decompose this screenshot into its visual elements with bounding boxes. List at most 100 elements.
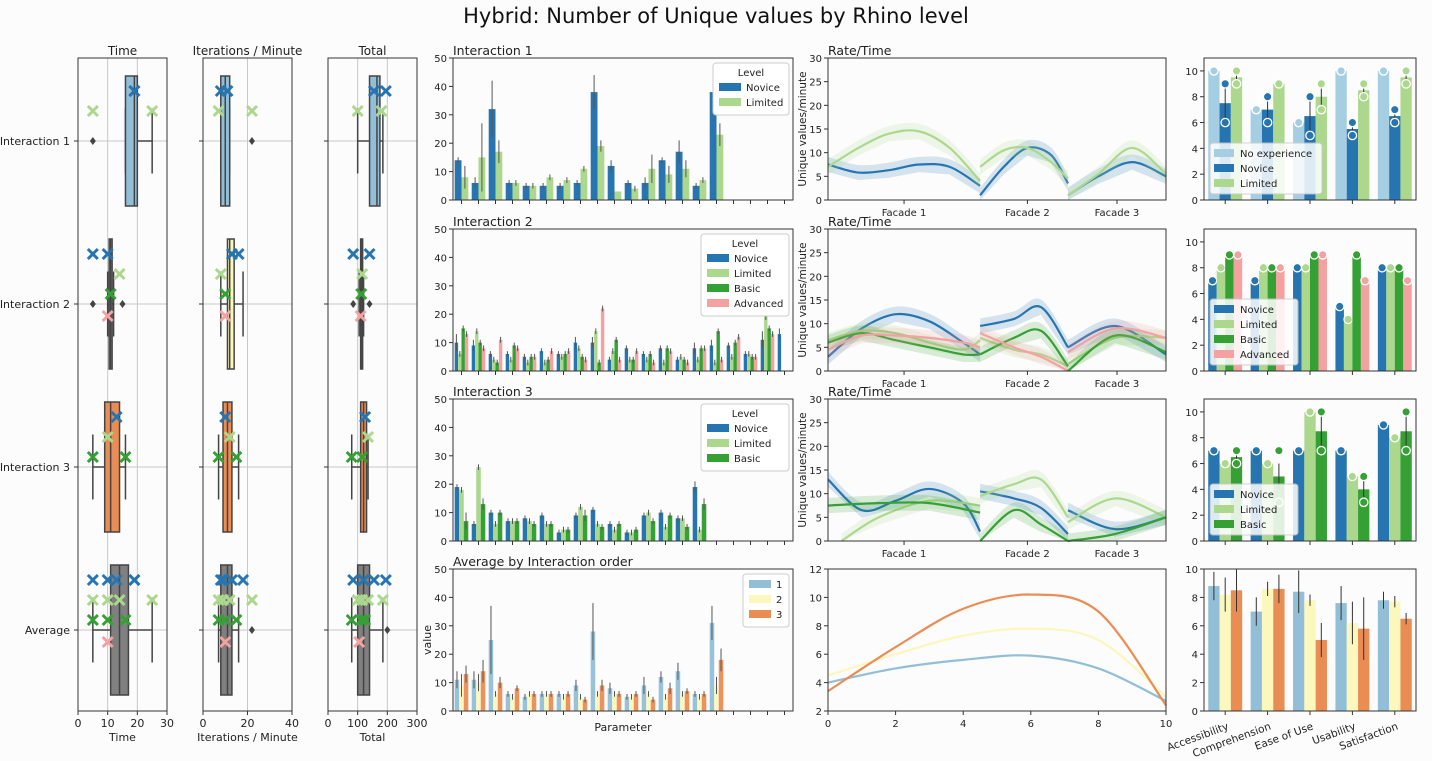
box-time-flier [89, 300, 96, 308]
rate-1-ytick-label: 15 [809, 125, 822, 136]
bar-avg-bar [599, 685, 605, 711]
box-ipm-point-basic [212, 450, 225, 464]
bar-avg-bar [607, 688, 613, 711]
bar-avg-bar [488, 640, 494, 711]
survey-3-dot [1401, 407, 1411, 417]
survey-2-legend-swatch [1214, 305, 1234, 313]
bar-avg-bar [522, 696, 528, 711]
box-total-point-basic [356, 450, 369, 464]
rate-3-line-limited [840, 499, 981, 542]
box-ipm-point-limited [245, 104, 259, 118]
bar-i3-legend-swatch [707, 424, 729, 432]
rate-3-ci-band [980, 483, 1068, 541]
survey-2-dot [1309, 249, 1320, 260]
bar-i3-bar [510, 521, 515, 541]
rate-1-ytick-label: 5 [816, 172, 822, 183]
rate-3-line-limited [1067, 497, 1167, 524]
box-total-point-basic [355, 613, 368, 627]
bar-i3-bar [578, 506, 583, 541]
box-total-xtick-label: 200 [377, 717, 398, 730]
box-time-xtick-label: 0 [75, 717, 82, 730]
bar-i2-bar [641, 353, 646, 371]
bar-i1-legend-label: Limited [746, 98, 783, 109]
bar-i2-ytick-label: 40 [434, 253, 447, 264]
bar-i2-frame [452, 228, 794, 372]
bar-i1-bar [454, 160, 462, 200]
survey-3-dot [1305, 407, 1315, 417]
box-time-box [124, 75, 139, 207]
bar-i3-ytick-label: 0 [441, 537, 447, 548]
bar-i2-bar [505, 353, 510, 371]
survey-3-legend-label: Limited [1240, 505, 1277, 516]
bar-i3-bar [522, 518, 528, 541]
bar-i2-legend-title: Level [732, 239, 758, 250]
rate-3-frame [827, 398, 1167, 542]
box-total-point-basic [345, 450, 358, 464]
rate-2-line-advanced [827, 333, 981, 351]
bar-i2-legend-label: Limited [734, 269, 771, 280]
survey-1-dot [1220, 78, 1231, 89]
bar-i3-legend-label: Novice [734, 424, 768, 435]
bar-i2-bar [634, 351, 639, 371]
bar-i2-bar [770, 334, 775, 371]
survey-3-ytick-label: 8 [1192, 434, 1198, 445]
bar-i3-legend-title: Level [732, 409, 758, 420]
rate-2-ytick-label: 5 [816, 343, 822, 354]
box-total-xtick-label: 300 [407, 717, 428, 730]
bar-i2-bar [733, 342, 737, 371]
box-ipm-point-basic [219, 613, 232, 627]
box-time-point-novice [110, 573, 123, 587]
box-ipm-point-novice [236, 573, 250, 587]
bar-i3-bar [612, 529, 617, 541]
rate-2-ytick-label: 10 [809, 320, 822, 331]
box-time-xtick-label: 30 [160, 717, 174, 730]
survey-avg-bar [1208, 586, 1220, 711]
rate-3-ci-band [1067, 502, 1166, 537]
survey-3-ytick-label: 2 [1192, 511, 1198, 522]
rate-1-xtick-label: Facade 3 [1095, 208, 1140, 219]
bar-i1-bar [539, 185, 547, 200]
box-total-box [368, 75, 381, 207]
box-time-point-novice [128, 573, 141, 587]
survey-1-ytick-label: 10 [1185, 67, 1198, 78]
bar-i1-bar [624, 182, 632, 200]
bar-i2-bar [461, 328, 465, 371]
survey-1-dot [1262, 117, 1273, 128]
box-time-flier [89, 137, 96, 145]
box-total-point-novice [347, 247, 360, 261]
bar-i1-ytick-label: 10 [434, 168, 447, 179]
survey-1-ytick-label: 8 [1192, 93, 1198, 104]
survey-2-ytick-label: 2 [1192, 341, 1198, 352]
box-time-point-novice [86, 247, 99, 261]
survey-3-bar [1304, 411, 1316, 541]
survey-3-bar [1293, 450, 1305, 541]
bar-avg-ytick-label: 20 [434, 650, 447, 661]
survey-2-dot [1300, 262, 1311, 273]
bar-i1-bar [658, 160, 666, 200]
box-time-frame [77, 57, 168, 712]
bar-i1-bar [709, 92, 717, 200]
bar-i1-bar [692, 185, 700, 200]
rate-1-ytick-label: 0 [816, 196, 822, 207]
box-time-point-limited [101, 593, 114, 607]
box-total-point-novice [379, 84, 392, 98]
bar-i2-legend-label: Basic [734, 284, 760, 295]
box-total-point-novice [347, 573, 360, 587]
bar-i3-bar [493, 523, 498, 541]
bar-i2-bar [532, 356, 537, 371]
box-total-xlabel: Total [359, 731, 386, 744]
rate-2-ytick-label: 25 [809, 249, 822, 260]
rate-avg-xtick-label: 4 [960, 719, 966, 730]
survey-1-dot [1358, 78, 1369, 89]
bar-i2-bar [573, 342, 578, 371]
box-total-point-limited [375, 104, 388, 118]
box-ipm-point-novice [232, 247, 245, 261]
rate-1-line-novice [827, 162, 981, 187]
survey-3-dot [1316, 445, 1327, 456]
box-ipm-point-novice [219, 410, 232, 424]
survey-1-bar [1346, 129, 1359, 200]
rate-2-ylabel: Unique values/minute [797, 242, 809, 357]
bar-i2-bar [560, 356, 564, 371]
rate-avg-line-3 [827, 593, 1167, 706]
rate-avg-ytick-label: 4 [816, 679, 822, 690]
